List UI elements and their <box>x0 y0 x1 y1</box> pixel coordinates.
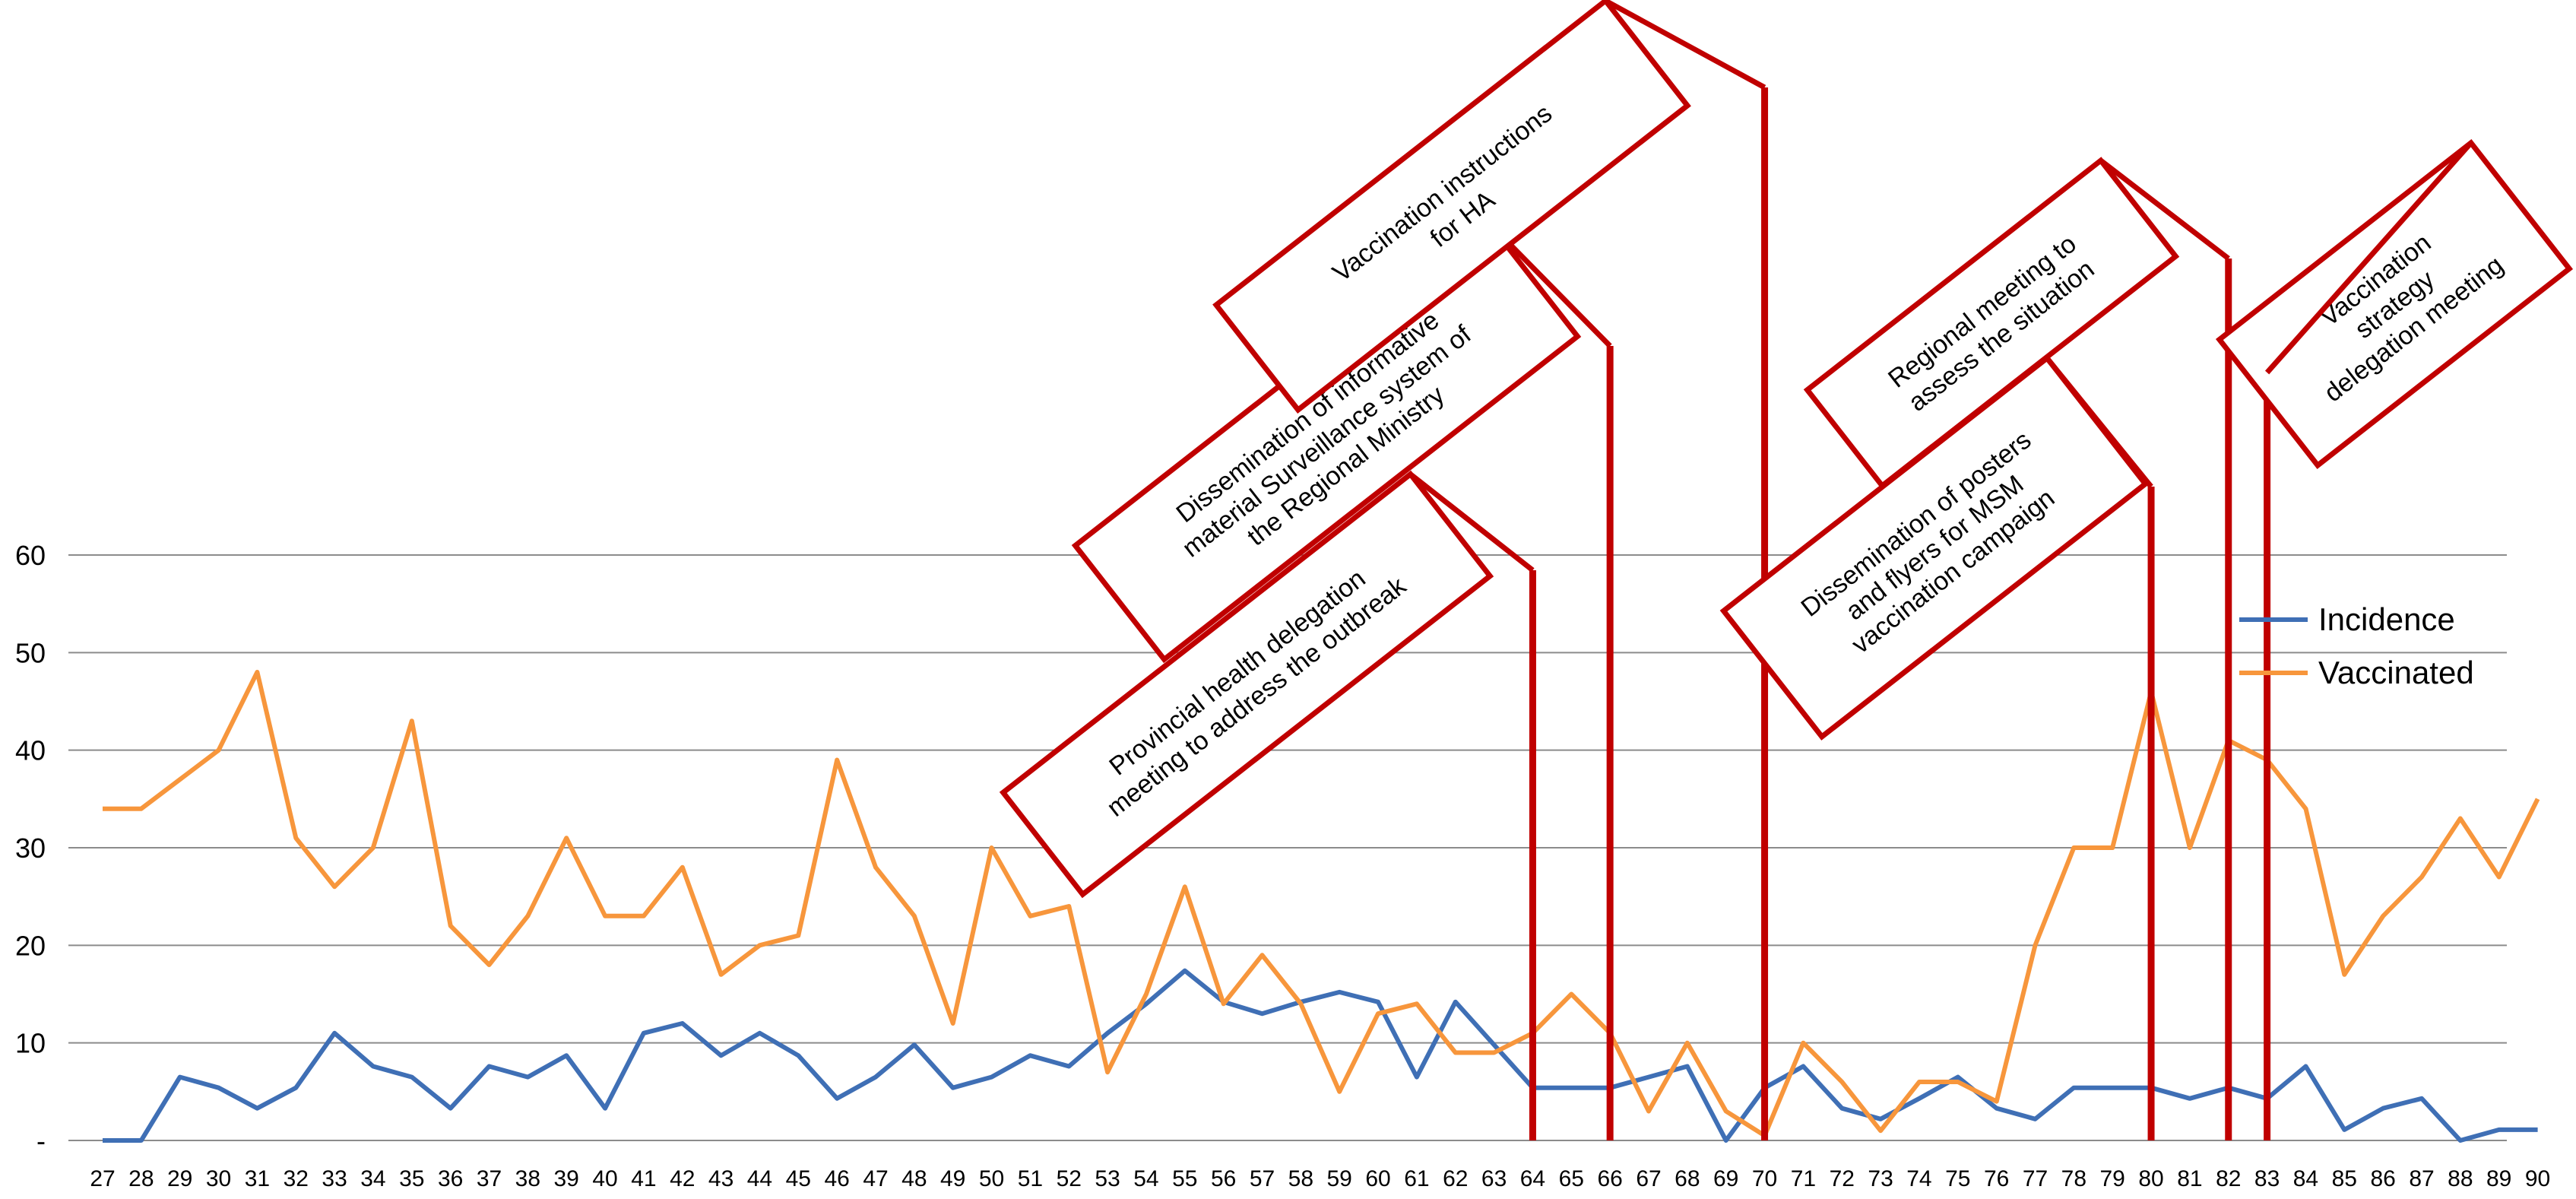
x-tick-label: 47 <box>863 1166 888 1191</box>
x-tick-label: 69 <box>1713 1166 1738 1191</box>
x-tick-label: 55 <box>1172 1166 1197 1191</box>
x-tick-label: 83 <box>2254 1166 2280 1191</box>
series-lines <box>103 670 2540 1143</box>
x-tick-label: 29 <box>167 1166 192 1191</box>
series-line-incidence <box>103 968 2538 1143</box>
x-tick-label: 84 <box>2293 1166 2318 1191</box>
x-tick-label: 78 <box>2061 1166 2086 1191</box>
x-tick-label: 63 <box>1481 1166 1507 1191</box>
y-axis-ticks: 60 50 40 30 20 10 - <box>15 540 46 1156</box>
x-tick-label: 53 <box>1095 1166 1120 1191</box>
marker-leader <box>1408 471 1535 573</box>
x-tick-label: 68 <box>1675 1166 1700 1191</box>
x-tick-label: 56 <box>1211 1166 1236 1191</box>
x-tick-label: 76 <box>1984 1166 2009 1191</box>
annotation-box <box>1212 0 1691 414</box>
x-tick-label: 80 <box>2138 1166 2163 1191</box>
x-tick-label: 41 <box>631 1166 656 1191</box>
x-tick-label: 39 <box>554 1166 579 1191</box>
y-tick-label: - <box>36 1125 46 1156</box>
x-tick-label: 67 <box>1636 1166 1661 1191</box>
gridlines <box>68 554 2507 1141</box>
marker-leader <box>1604 0 1766 90</box>
marker-leader <box>2099 158 2230 261</box>
x-tick-label: 61 <box>1404 1166 1429 1191</box>
x-tick-label: 88 <box>2448 1166 2473 1191</box>
x-tick-label: 71 <box>1791 1166 1816 1191</box>
x-tick-label: 34 <box>360 1166 385 1191</box>
x-tick-label: 65 <box>1559 1166 1584 1191</box>
x-tick-label: 36 <box>438 1166 463 1191</box>
x-tick-label: 86 <box>2370 1166 2395 1191</box>
annotation-box <box>2215 139 2574 469</box>
series-line-vaccinated <box>103 670 2540 1138</box>
x-tick-label: 37 <box>477 1166 502 1191</box>
x-tick-label: 73 <box>1868 1166 1893 1191</box>
x-tick-label: 50 <box>979 1166 1004 1191</box>
x-tick-label: 77 <box>2023 1166 2048 1191</box>
x-tick-label: 60 <box>1365 1166 1390 1191</box>
x-tick-label: 89 <box>2486 1166 2511 1191</box>
x-tick-label: 43 <box>708 1166 734 1191</box>
y-tick-label: 50 <box>15 637 46 668</box>
x-tick-label: 75 <box>1945 1166 1970 1191</box>
x-tick-label: 66 <box>1597 1166 1622 1191</box>
x-tick-label: 58 <box>1288 1166 1313 1191</box>
x-tick-label: 62 <box>1443 1166 1468 1191</box>
annotation-box <box>999 470 1494 899</box>
x-tick-label: 33 <box>322 1166 347 1191</box>
x-tick-label: 64 <box>1520 1166 1545 1191</box>
x-tick-label: 31 <box>245 1166 270 1191</box>
x-tick-label: 85 <box>2332 1166 2357 1191</box>
x-tick-label: 81 <box>2177 1166 2202 1191</box>
x-tick-label: 54 <box>1133 1166 1158 1191</box>
x-tick-label: 27 <box>90 1166 115 1191</box>
x-tick-label: 42 <box>670 1166 695 1191</box>
x-tick-label: 74 <box>1906 1166 1931 1191</box>
x-tick-label: 72 <box>1830 1166 1855 1191</box>
x-axis-ticks: 27 28 29 30 31 32 33 34 35 36 37 38 39 40 41 42 43 44 45 46… <box>90 1166 2550 1191</box>
legend-label-vaccinated: Vaccinated <box>2318 655 2474 690</box>
x-tick-label: 45 <box>786 1166 811 1191</box>
x-tick-label: 35 <box>399 1166 424 1191</box>
annotation-box <box>1803 157 2180 490</box>
y-tick-label: 10 <box>15 1028 46 1059</box>
y-tick-label: 40 <box>15 735 46 766</box>
x-tick-label: 51 <box>1018 1166 1043 1191</box>
x-tick-label: 79 <box>2100 1166 2125 1191</box>
x-tick-label: 44 <box>747 1166 772 1191</box>
x-tick-label: 46 <box>824 1166 849 1191</box>
x-tick-label: 38 <box>515 1166 540 1191</box>
x-tick-label: 52 <box>1057 1166 1082 1191</box>
marker-leader <box>2264 141 2473 375</box>
x-tick-label: 87 <box>2409 1166 2434 1191</box>
y-tick-label: 30 <box>15 833 46 864</box>
y-tick-label: 20 <box>15 930 46 961</box>
x-tick-label: 82 <box>2216 1166 2241 1191</box>
x-tick-label: 90 <box>2525 1166 2550 1191</box>
x-tick-label: 28 <box>128 1166 154 1191</box>
x-tick-label: 32 <box>284 1166 309 1191</box>
x-tick-label: 48 <box>901 1166 927 1191</box>
x-tick-label: 59 <box>1327 1166 1352 1191</box>
x-tick-label: 30 <box>206 1166 231 1191</box>
legend: Incidence Vaccinated <box>2239 601 2474 690</box>
y-tick-label: 60 <box>15 540 46 571</box>
legend-label-incidence: Incidence <box>2318 601 2455 637</box>
x-tick-label: 40 <box>592 1166 617 1191</box>
x-tick-label: 49 <box>940 1166 965 1191</box>
x-tick-label: 70 <box>1752 1166 1777 1191</box>
marker-leader <box>2045 356 2153 489</box>
x-tick-label: 57 <box>1250 1166 1275 1191</box>
